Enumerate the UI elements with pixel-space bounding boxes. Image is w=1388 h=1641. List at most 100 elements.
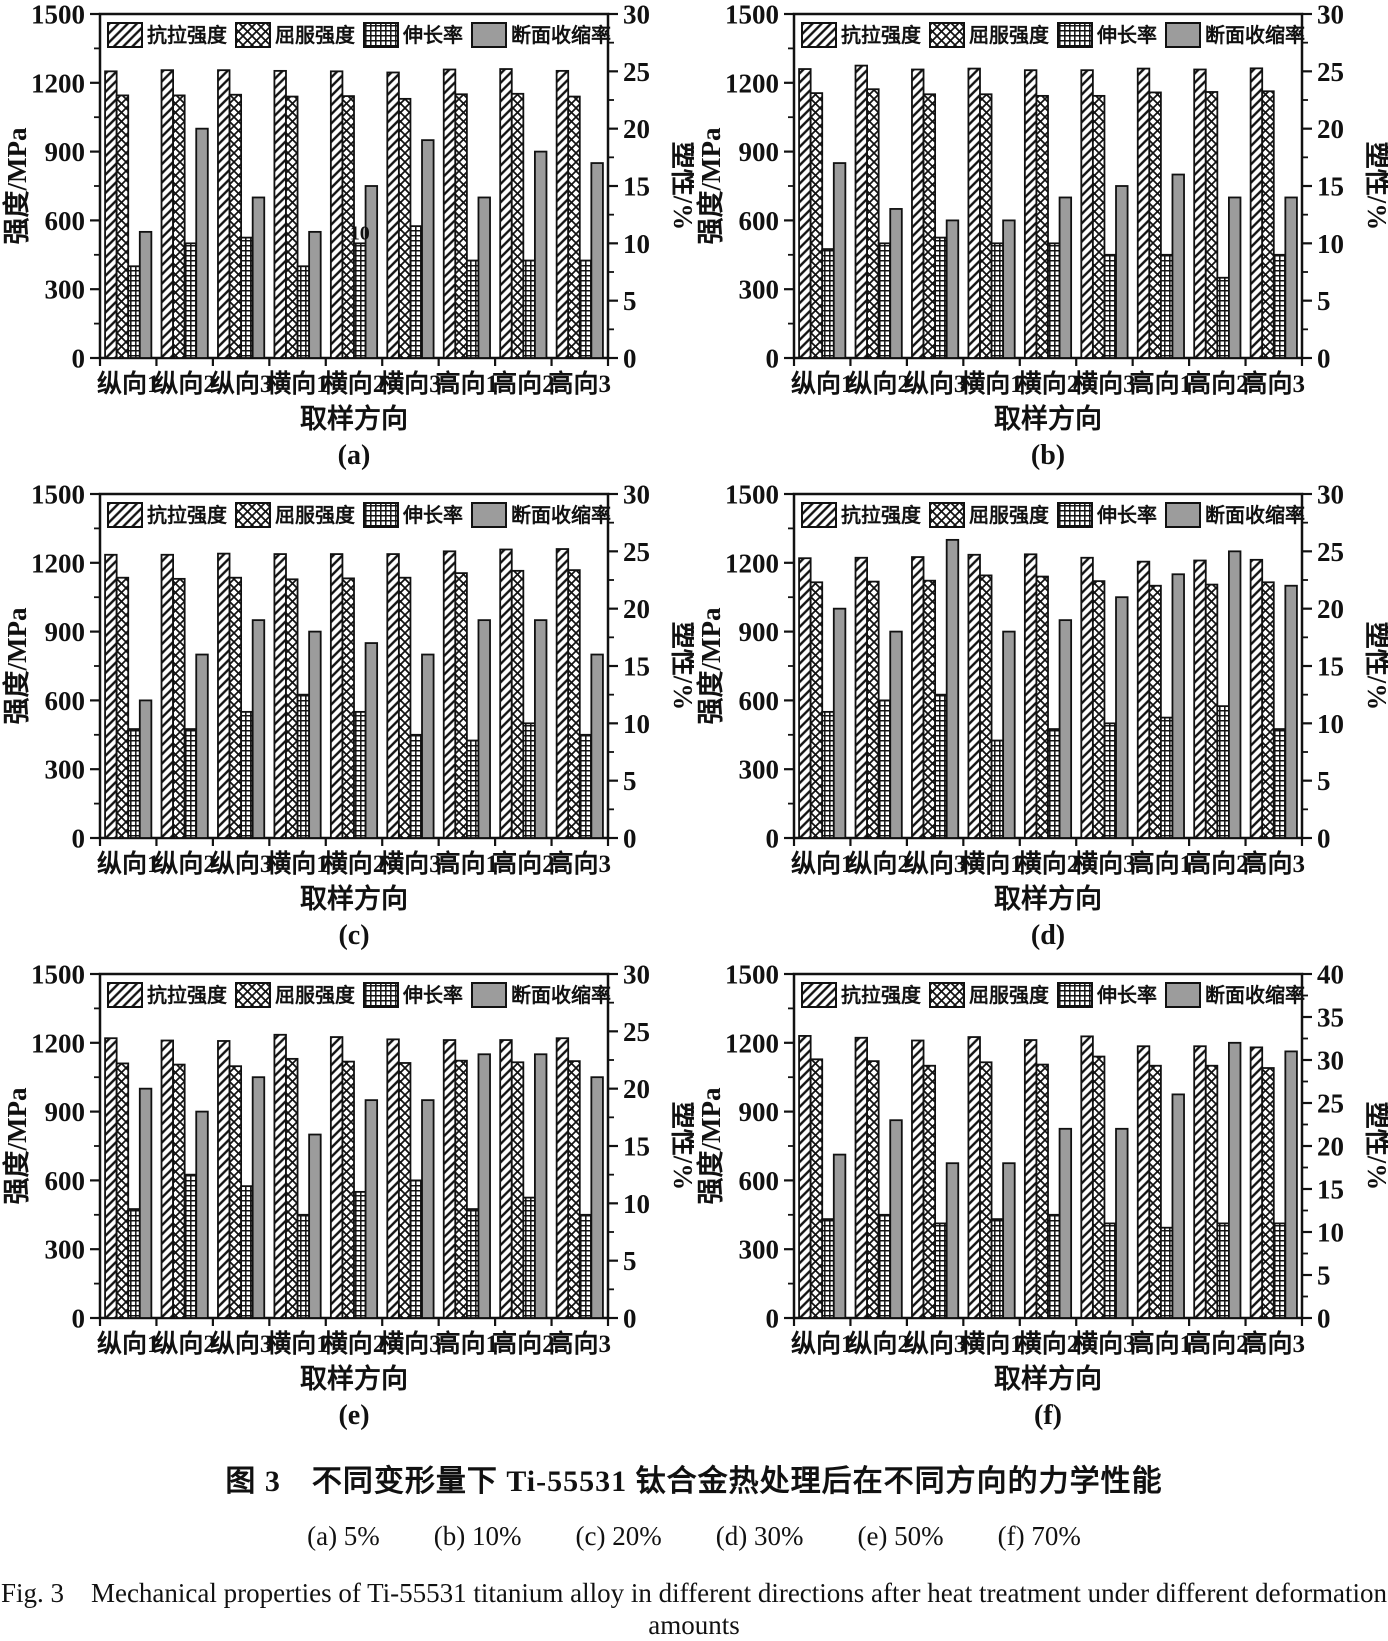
legend-label: 伸长率: [402, 503, 463, 527]
legend-swatch-cross-icon: [235, 22, 271, 48]
right-tick-label: 10: [1317, 709, 1344, 739]
bar-e-3-5: [421, 1099, 435, 1319]
axis-ticks: 0 300 600 900 1200 1500 0 5 10 15 20 25 30: [725, 0, 1344, 373]
legend-swatch-cross-icon: [235, 982, 271, 1008]
bar-f-2-6: [1159, 1226, 1174, 1319]
legend-label: 屈服强度: [275, 23, 356, 47]
bar-a-2-3: [296, 265, 311, 359]
legend-label: 屈服强度: [969, 23, 1050, 47]
bar-c-1-5: [397, 576, 412, 839]
bar-f-1-7: [1204, 1064, 1219, 1319]
left-tick-label: 600: [739, 686, 780, 716]
bar-b-1-2: [922, 93, 937, 359]
bar-b-2-0: [821, 248, 835, 359]
left-tick-label: 1500: [725, 480, 779, 509]
right-tick-label: 25: [623, 57, 650, 87]
bar-a-1-5: [397, 97, 412, 359]
category-label: 横向1: [266, 1329, 329, 1358]
subplot-letter: (d): [1031, 920, 1065, 951]
category-label: 横向2: [323, 1329, 386, 1358]
left-tick-label: 1200: [725, 68, 779, 98]
right-tick-label: 15: [1317, 171, 1344, 201]
ylabel-left: 强度/MPa: [1, 127, 32, 244]
category-label: 横向1: [960, 369, 1023, 398]
bar-d-1-7: [1204, 583, 1219, 839]
left-tick-label: 1200: [31, 548, 85, 578]
bar-e-0-4: [329, 1036, 344, 1319]
ylabel-right: 塑性/%: [1362, 142, 1388, 231]
bar-b-1-0: [809, 92, 824, 359]
legend-swatch-solid-icon: [1165, 22, 1201, 48]
right-tick-label: 5: [1317, 766, 1331, 796]
category-label: 纵向3: [210, 849, 273, 878]
left-tick-label: 300: [739, 755, 780, 785]
bar-e-3-6: [477, 1053, 491, 1319]
left-tick-label: 300: [45, 1235, 86, 1265]
caption-english: Fig. 3 Mechanical properties of Ti-55531…: [0, 1578, 1388, 1640]
bar-c-3-2: [251, 619, 266, 839]
series-断面收缩率: [138, 619, 604, 839]
bar-d-2-2: [934, 693, 948, 839]
legend-swatch-solid-icon: [471, 502, 507, 528]
bar-d-0-0: [798, 557, 812, 839]
chart-svg-f: 0 300 600 900 1200 1500 0 5 10 15 20 25 30 35 40 纵向1纵向2…: [695, 960, 1388, 1431]
bar-f-2-4: [1047, 1213, 1061, 1319]
left-tick-label: 1200: [725, 548, 779, 578]
bar-c-2-6: [465, 739, 480, 839]
series-断面收缩率: [832, 538, 1298, 839]
chart-svg-e: 030060090012001500051015202530纵向1纵向2纵向3横…: [1, 960, 694, 1431]
bar-b-0-5: [1080, 69, 1094, 359]
legend-label: 屈服强度: [275, 983, 356, 1007]
left-tick-label: 900: [45, 1097, 86, 1127]
category-label: 纵向2: [847, 849, 910, 878]
bar-a-1-2: [228, 93, 243, 359]
bar-d-3-4: [1058, 619, 1073, 839]
legend-label: 屈服强度: [275, 503, 356, 527]
bar-d-0-2: [911, 556, 925, 839]
category-label: 纵向1: [791, 849, 854, 878]
category-label: 横向2: [1017, 369, 1080, 398]
legend-label: 断面收缩率: [1205, 983, 1305, 1007]
right-tick-label: 10: [623, 1189, 650, 1219]
bar-b-1-7: [1204, 91, 1219, 359]
right-tick-label: 30: [623, 0, 650, 29]
right-tick-label: 15: [623, 1131, 650, 1161]
bar-e-3-7: [534, 1053, 548, 1319]
legend-swatch-solid-icon: [1165, 982, 1201, 1008]
bar-c-2-0: [127, 728, 141, 839]
left-tick-label: 1500: [31, 480, 85, 509]
axis-ticks: 0 300 600 900 1200 1500 0 5 10 15 20 25 30: [31, 0, 650, 373]
left-tick-label: 0: [766, 1303, 780, 1333]
bar-f-1-6: [1148, 1064, 1162, 1319]
legend-label: 伸长率: [1096, 983, 1157, 1007]
category-label: 高向1: [1130, 369, 1193, 398]
ylabel-right: 塑性/%: [668, 142, 694, 231]
category-label: 横向3: [1073, 1329, 1136, 1358]
bar-e-1-0: [115, 1062, 130, 1319]
left-tick-label: 1500: [31, 960, 85, 989]
bar-c-3-6: [477, 619, 491, 839]
category-label: 横向3: [379, 369, 442, 398]
bar-a-3-3: [308, 230, 322, 359]
bar-e-2-8: [578, 1213, 593, 1319]
left-tick-label: 600: [739, 1166, 780, 1196]
bar-c-0-4: [329, 553, 344, 839]
bar-a-1-0: [115, 94, 130, 359]
category-label: 高向3: [1243, 1329, 1306, 1358]
category-label: 横向3: [379, 849, 442, 878]
right-tick-label: 0: [1317, 343, 1331, 373]
legend: 抗拉强度 屈服强度 伸长率 断面收缩率: [801, 982, 1305, 1008]
bar-e-2-3: [296, 1213, 311, 1319]
left-tick-label: 900: [45, 617, 86, 647]
bar-b-0-2: [911, 68, 925, 359]
left-tick-label: 1500: [725, 0, 779, 29]
bar-b-0-4: [1023, 69, 1038, 359]
bar-a-0-2: [217, 69, 231, 359]
bar-d-3-6: [1171, 573, 1185, 839]
bar-d-3-2: [945, 538, 960, 839]
chart-svg-b: 030060090012001500051015202530纵向1纵向2纵向3横…: [695, 0, 1388, 471]
left-tick-label: 300: [739, 1235, 780, 1265]
bar-c-1-3: [285, 578, 299, 839]
bar-c-3-7: [534, 619, 548, 839]
category-label: 纵向1: [97, 849, 160, 878]
